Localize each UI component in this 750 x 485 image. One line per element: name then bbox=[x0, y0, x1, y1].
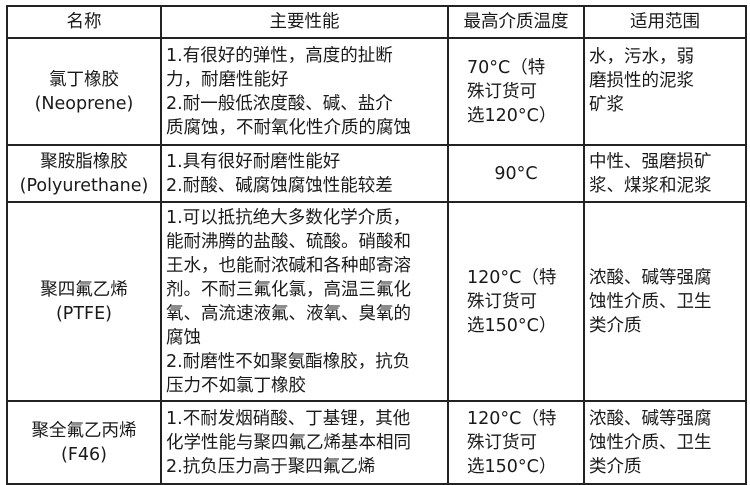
cell-max-temp: 120°C（特 殊订货可 选150°C） bbox=[447, 201, 585, 402]
cell-name: 聚胺脂橡胶 (Polyurethane) bbox=[6, 144, 162, 203]
cell-name: 聚全氟乙丙烯 (F46) bbox=[6, 400, 162, 485]
cell-max-temp: 90°C bbox=[447, 144, 585, 203]
cell-scope: 水，污水，弱 磨损性的泥浆 矿浆 bbox=[583, 37, 747, 146]
cell-max-temp: 120°C（特 殊订货可 选150°C） bbox=[447, 400, 585, 485]
cell-performance: 1.具有很好耐磨性能好 2.耐酸、碱腐蚀腐蚀性能较差 bbox=[160, 144, 449, 203]
header-max-temp: 最高介质温度 bbox=[447, 5, 585, 39]
table-row: 聚全氟乙丙烯 (F46) 1.不耐发烟硝酸、丁基锂，其他 化学性能与聚四氟乙烯基… bbox=[6, 400, 747, 485]
cell-performance: 1.有很好的弹性，高度的扯断 力，耐磨性能好 2.耐一般低浓度酸、碱、盐介 质腐… bbox=[160, 37, 449, 146]
cell-name: 聚四氟乙烯 (PTFE) bbox=[6, 201, 162, 402]
material-table: 名称 主要性能 最高介质温度 适用范围 氯丁橡胶 (Neoprene) 1.有很… bbox=[6, 5, 747, 485]
cell-performance: 1.可以抵抗绝大多数化学介质， 能耐沸腾的盐酸、硫酸。硝酸和 王水，也能耐浓碱和… bbox=[160, 201, 449, 402]
table-row: 聚四氟乙烯 (PTFE) 1.可以抵抗绝大多数化学介质， 能耐沸腾的盐酸、硫酸。… bbox=[6, 201, 747, 402]
header-name: 名称 bbox=[6, 5, 162, 39]
header-performance: 主要性能 bbox=[160, 5, 449, 39]
cell-scope: 中性、强磨损矿 浆、煤浆和泥浆 bbox=[583, 144, 747, 203]
table-row: 氯丁橡胶 (Neoprene) 1.有很好的弹性，高度的扯断 力，耐磨性能好 2… bbox=[6, 37, 747, 146]
cell-name: 氯丁橡胶 (Neoprene) bbox=[6, 37, 162, 146]
header-scope: 适用范围 bbox=[583, 5, 747, 39]
cell-performance: 1.不耐发烟硝酸、丁基锂，其他 化学性能与聚四氟乙烯基本相同 2.抗负压力高于聚… bbox=[160, 400, 449, 485]
cell-max-temp: 70°C（特 殊订货可 选120°C） bbox=[447, 37, 585, 146]
header-row: 名称 主要性能 最高介质温度 适用范围 bbox=[6, 5, 747, 39]
cell-scope: 浓酸、碱等强腐 蚀性介质、卫生 类介质 bbox=[583, 201, 747, 402]
table-row: 聚胺脂橡胶 (Polyurethane) 1.具有很好耐磨性能好 2.耐酸、碱腐… bbox=[6, 144, 747, 203]
cell-scope: 浓酸、碱等强腐 蚀性介质、卫生 类介质 bbox=[583, 400, 747, 485]
